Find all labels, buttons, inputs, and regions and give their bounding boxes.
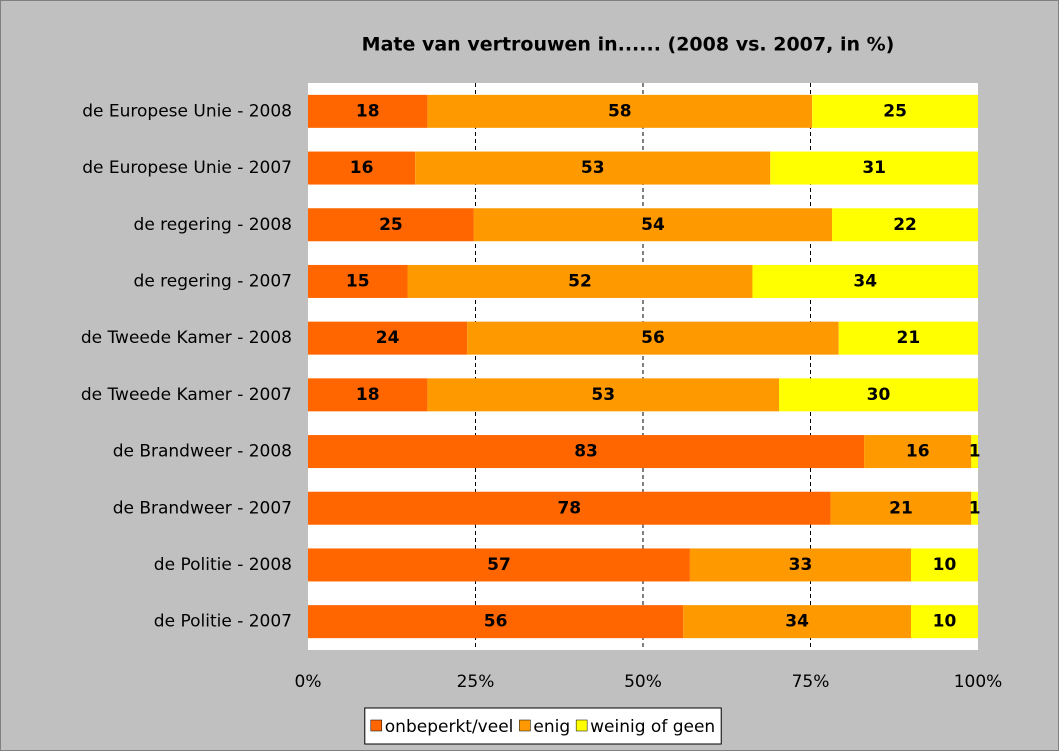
data-label: 57: [487, 555, 511, 575]
bar-segment: [427, 378, 779, 412]
data-label: 1: [969, 498, 981, 518]
data-label: 15: [346, 271, 370, 291]
x-tick-label: 0%: [295, 672, 322, 692]
bar-segment: [407, 264, 753, 298]
bar-segment: [830, 491, 972, 525]
bar-segment: [838, 321, 978, 355]
y-tick-label: de Europese Unie - 2007: [82, 158, 292, 178]
data-label: 56: [641, 328, 665, 348]
bar-segment: [308, 548, 690, 582]
data-label: 53: [581, 158, 605, 178]
y-tick-label: de regering - 2007: [134, 271, 292, 291]
bar-segment: [770, 151, 978, 185]
bar-segment: [971, 435, 978, 469]
legend-label: enig: [533, 717, 570, 737]
bar-segment: [689, 548, 911, 582]
data-label: 24: [376, 328, 400, 348]
bar-segment: [308, 605, 684, 639]
data-label: 21: [897, 328, 921, 348]
y-tick-label: de Europese Unie - 2008: [82, 101, 292, 121]
data-label: 21: [889, 498, 913, 518]
data-label: 33: [789, 555, 813, 575]
data-label: 22: [893, 215, 917, 235]
y-tick-label: de Brandweer - 2008: [113, 442, 292, 462]
data-label: 1: [969, 442, 981, 462]
x-tick-label: 50%: [624, 672, 662, 692]
data-label: 78: [557, 498, 581, 518]
data-label: 18: [356, 385, 380, 405]
y-tick-label: de Tweede Kamer - 2008: [81, 328, 292, 348]
bar-segment: [911, 548, 978, 582]
data-label: 16: [350, 158, 374, 178]
bar-segment: [911, 605, 978, 639]
bar-segment: [308, 94, 428, 128]
x-tick-label: 25%: [457, 672, 495, 692]
data-label: 25: [883, 101, 907, 121]
bar-segment: [427, 94, 813, 128]
y-tick-label: de Brandweer - 2007: [113, 498, 292, 518]
x-tick-label: 75%: [792, 672, 830, 692]
bar-segment: [473, 208, 833, 242]
data-label: 56: [484, 612, 508, 632]
data-label: 53: [591, 385, 615, 405]
bar-segment: [308, 208, 474, 242]
legend-label: onbeperkt/veel: [385, 717, 514, 737]
bar-segment: [864, 435, 972, 469]
data-label: 10: [933, 555, 957, 575]
data-label: 30: [867, 385, 891, 405]
legend-swatch: [519, 719, 531, 732]
data-label: 16: [906, 442, 930, 462]
data-label: 52: [568, 271, 592, 291]
bar-segment: [308, 264, 408, 298]
data-label: 34: [785, 612, 809, 632]
legend-swatch: [575, 719, 588, 732]
legend-swatch: [370, 719, 383, 732]
bar-segment: [752, 264, 978, 298]
y-tick-label: de Politie - 2007: [154, 612, 292, 632]
y-tick-label: de Politie - 2008: [154, 555, 292, 575]
y-tick-label: de regering - 2008: [134, 215, 292, 235]
bar-segment: [308, 435, 865, 469]
x-tick-label: 100%: [954, 672, 1003, 692]
bar-segment: [832, 208, 978, 242]
bar-segment: [308, 491, 831, 525]
data-label: 34: [853, 271, 877, 291]
data-label: 58: [608, 101, 632, 121]
bar-segment: [415, 151, 771, 185]
data-label: 83: [574, 442, 598, 462]
bar-segment: [308, 151, 416, 185]
bar-segment: [971, 491, 978, 525]
bar-segment: [683, 605, 911, 639]
bar-segment: [467, 321, 839, 355]
bar-segment: [778, 378, 978, 412]
bar-segment: [308, 321, 468, 355]
chart-title: Mate van vertrouwen in...... (2008 vs. 2…: [362, 34, 895, 56]
data-label: 10: [933, 612, 957, 632]
data-label: 25: [379, 215, 403, 235]
y-tick-label: de Tweede Kamer - 2007: [81, 385, 292, 405]
legend-label: weinig of geen: [590, 717, 715, 737]
data-label: 54: [641, 215, 665, 235]
data-label: 18: [356, 101, 380, 121]
bar-segment: [812, 94, 978, 128]
data-label: 31: [862, 158, 886, 178]
bar-segment: [308, 378, 428, 412]
legend-box: [364, 707, 722, 745]
